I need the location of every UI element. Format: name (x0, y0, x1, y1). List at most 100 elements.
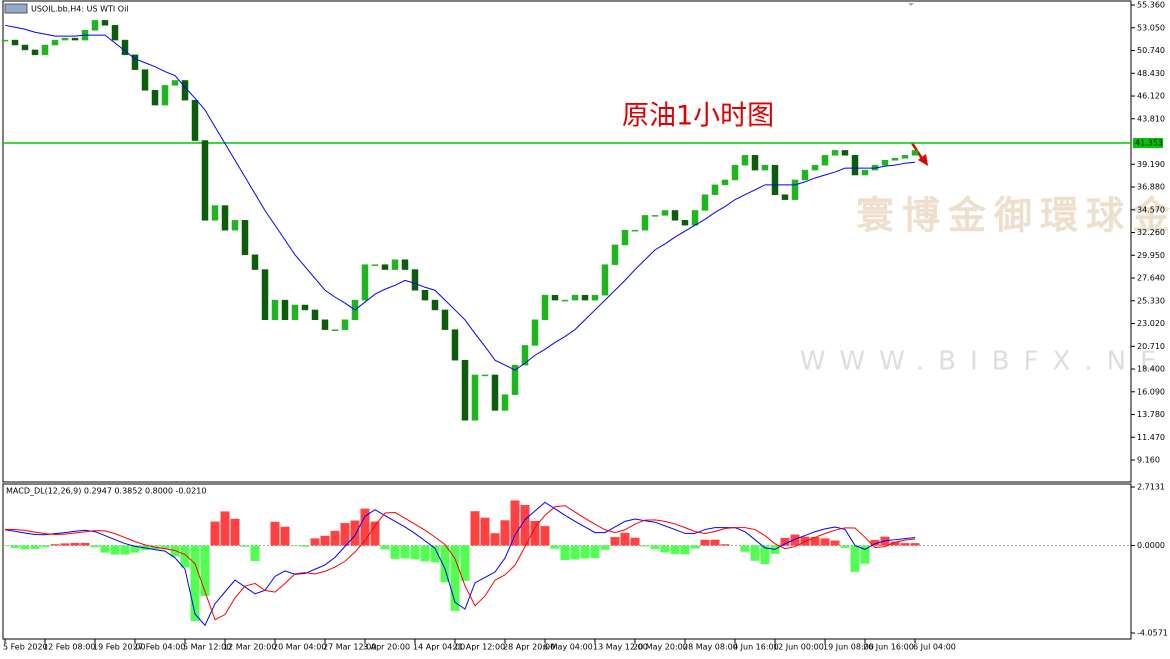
histogram-bar (680, 545, 690, 555)
candle (491, 374, 499, 411)
histogram-bar (660, 545, 670, 553)
candle (291, 304, 299, 321)
histogram-bar (690, 545, 700, 549)
candle (611, 244, 619, 265)
shift-marker (908, 3, 914, 6)
x-tick-label: 13 May 12:00 (593, 643, 648, 652)
candle (101, 20, 109, 26)
candle (441, 309, 449, 330)
candle (461, 359, 469, 421)
candle (531, 319, 539, 346)
y-tick-label: 46.120 (1137, 92, 1165, 101)
histogram-bar (390, 545, 400, 559)
candle (541, 294, 549, 321)
histogram-bar (250, 545, 260, 562)
candle (591, 294, 599, 301)
x-tick-label: 28 Apr 20:00 (503, 643, 555, 652)
candle (311, 309, 319, 321)
histogram-bar (850, 545, 860, 572)
x-tick-label: 20 May 20:00 (633, 643, 688, 652)
histogram-bar (790, 534, 800, 546)
candle (431, 299, 439, 311)
y-tick-label: 11.470 (1137, 433, 1165, 442)
candle (771, 164, 779, 195)
y-tick-label: 13.780 (1137, 410, 1165, 419)
candle (751, 155, 759, 171)
candle (731, 164, 739, 181)
candle (841, 150, 849, 156)
chart-title: USOIL.bb,H4: US WTI Oil (31, 5, 129, 14)
candle (21, 44, 29, 51)
y-tick-label: -4.0571 (1137, 629, 1168, 638)
candle (451, 329, 459, 361)
histogram-bar (400, 545, 410, 559)
histogram-bar (650, 545, 660, 550)
candle (791, 179, 799, 200)
x-tick-label: 12 Feb 08:00 (43, 643, 95, 652)
histogram-bar (670, 545, 680, 554)
candle (661, 210, 669, 216)
candle (271, 299, 279, 321)
x-tick-label: 20 Mar 04:00 (273, 643, 326, 652)
y-tick-label: 16.090 (1137, 387, 1165, 396)
candle (161, 85, 169, 106)
price-level-label: 41.353 (1135, 138, 1163, 147)
histogram-bar (10, 545, 20, 549)
x-tick-label: 28 May 08:00 (683, 643, 738, 652)
histogram-bar (240, 545, 250, 547)
x-tick-label: 6 May 04:00 (543, 643, 593, 652)
histogram-bar (420, 545, 430, 562)
candle (41, 44, 49, 56)
histogram-bar (480, 517, 490, 546)
candle (31, 49, 39, 56)
x-tick-label: 27 Feb 04:00 (133, 643, 185, 652)
candle (71, 37, 79, 41)
candle (901, 155, 909, 159)
x-tick-label: 12 Jun 00:00 (773, 643, 824, 652)
y-tick-label: 39.190 (1137, 160, 1165, 169)
histogram-bar (0, 545, 10, 547)
candle (651, 215, 659, 217)
histogram-bar (290, 545, 300, 547)
x-tick-label: 12 Mar 20:00 (223, 643, 276, 652)
x-tick-label: 4 Jun 16:00 (733, 643, 779, 652)
histogram-bar (570, 545, 580, 560)
candle (111, 25, 119, 41)
histogram-bar (530, 520, 540, 546)
y-tick-label: 34.570 (1137, 205, 1165, 214)
annotation: 原油1小时图 (622, 101, 774, 132)
candle (861, 169, 869, 176)
histogram-bar (370, 521, 380, 546)
histogram-bar (600, 545, 610, 550)
histogram-bar (470, 511, 480, 546)
x-tick-label: 19 Jun 08:00 (823, 643, 874, 652)
candle (321, 319, 329, 330)
y-tick-label: 55.360 (1137, 1, 1165, 10)
candle (681, 220, 689, 226)
symbol-icon (4, 3, 28, 14)
histogram-bar (430, 545, 440, 563)
histogram-bar (610, 537, 620, 546)
histogram-bar (870, 539, 880, 546)
candle (221, 205, 229, 231)
candle (341, 319, 349, 330)
histogram-bar (760, 545, 770, 565)
candle (641, 215, 649, 231)
candle (671, 210, 679, 221)
histogram-bar (520, 504, 530, 546)
candle (151, 90, 159, 106)
histogram-bar (590, 545, 600, 559)
candle (881, 159, 889, 166)
candle (201, 140, 209, 221)
y-tick-label: 50.740 (1137, 46, 1165, 55)
x-tick-label: 26 Jun 16:00 (863, 643, 914, 652)
histogram-bar (620, 532, 630, 546)
y-tick-label: 20.710 (1137, 342, 1165, 351)
x-tick-label: 14 Apr 04:00 (413, 643, 465, 652)
histogram-bar (60, 543, 70, 546)
macd-panel (2, 483, 1132, 640)
histogram-bar (900, 543, 910, 546)
candle (891, 158, 899, 161)
histogram-bar (710, 539, 720, 546)
candle (361, 264, 369, 301)
